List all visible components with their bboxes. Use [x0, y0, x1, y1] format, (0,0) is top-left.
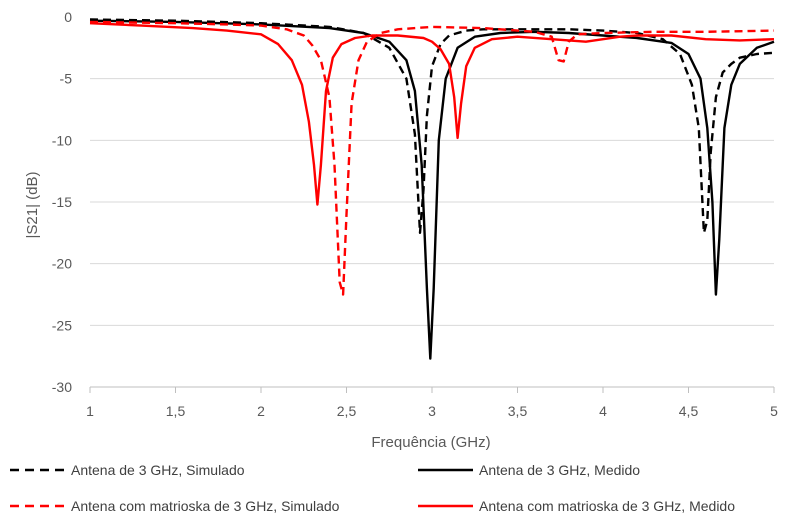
x-tick-label: 1,5 [166, 403, 186, 419]
y-tick-label: -10 [52, 132, 72, 148]
y-tick-label: -5 [60, 71, 73, 87]
x-tick-label: 2 [257, 403, 265, 419]
series-line-2 [89, 19, 775, 360]
x-tick-label: 4 [599, 403, 607, 419]
series-line-4 [89, 22, 775, 206]
x-tick-labels: 1 1,5 2 2,5 3 3,5 4 4,5 5 [86, 403, 778, 419]
y-tick-label: -25 [52, 317, 72, 333]
series-lines [89, 18, 775, 360]
x-axis-title: Frequência (GHz) [371, 434, 490, 451]
y-tick-label: 0 [64, 9, 72, 25]
x-tick-label: 1 [86, 403, 94, 419]
y-axis-title: |S21| (dB) [24, 172, 41, 239]
x-tick-label: 3 [428, 403, 436, 419]
x-axis [89, 386, 775, 393]
legend-label: Antena de 3 GHz, Simulado [71, 462, 245, 478]
y-tick-labels: 0 -5 -10 -15 -20 -25 -30 [52, 9, 72, 395]
x-tick-label: 5 [770, 403, 778, 419]
x-tick-label: 3,5 [508, 403, 528, 419]
y-tick-label: -20 [52, 256, 72, 272]
series-line-1 [89, 18, 775, 235]
y-gridlines [90, 78, 774, 326]
legend: Antena de 3 GHz, Simulado Antena de 3 GHz… [10, 462, 735, 514]
legend-label: Antena com matrioska de 3 GHz, Medido [479, 498, 735, 514]
y-tick-label: -30 [52, 379, 72, 395]
x-tick-label: 2,5 [337, 403, 357, 419]
legend-label: Antena de 3 GHz, Medido [479, 462, 640, 478]
series-line-3 [89, 20, 775, 296]
legend-label: Antena com matrioska de 3 GHz, Simulado [71, 498, 340, 514]
y-tick-label: -15 [52, 194, 72, 210]
x-tick-label: 4,5 [679, 403, 699, 419]
